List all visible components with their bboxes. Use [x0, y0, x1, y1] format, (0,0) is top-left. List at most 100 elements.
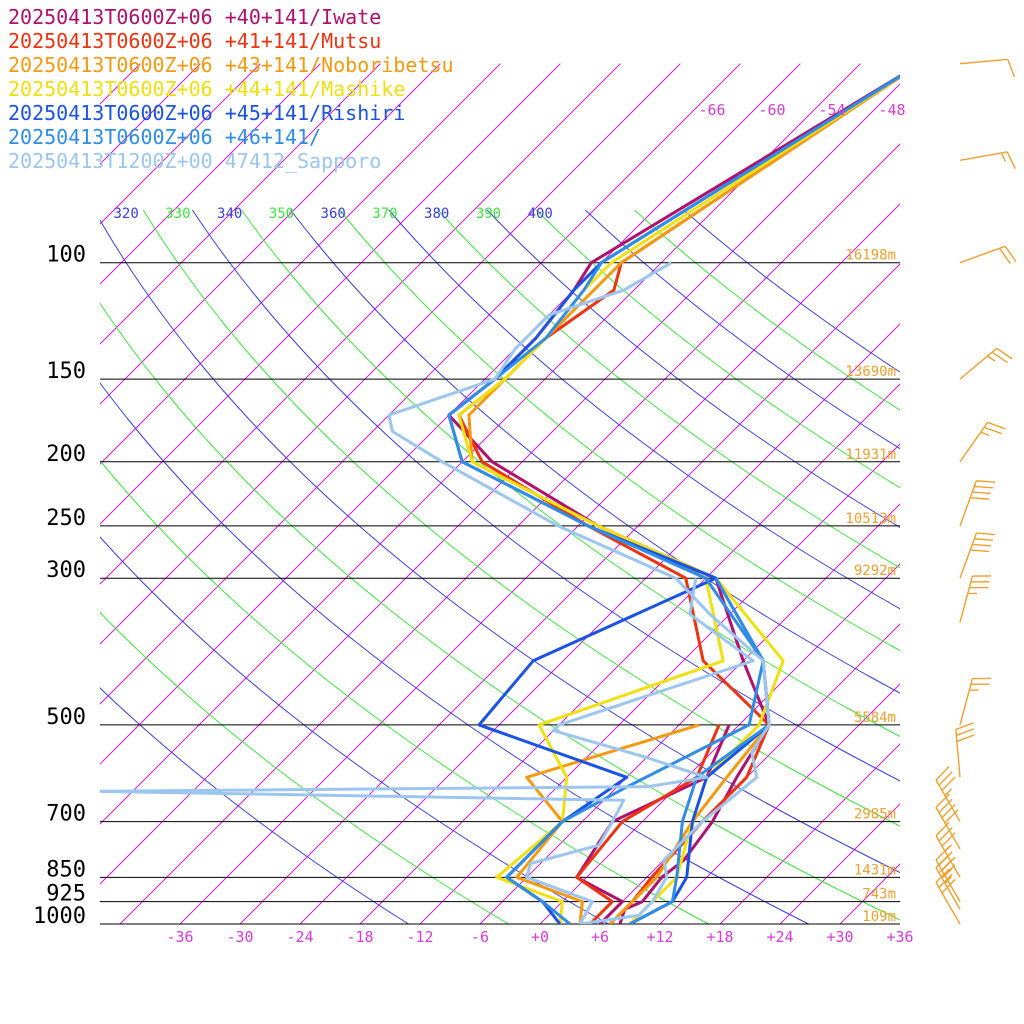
wind-barb — [959, 480, 996, 527]
wind-barb-feather — [991, 351, 1008, 364]
isotherm-label: -66 — [698, 101, 725, 119]
isotherm-line — [299, 323, 900, 924]
temp-tick-label: -6 — [471, 928, 489, 946]
isotherm-line — [100, 63, 501, 465]
isotherm-line — [100, 63, 261, 225]
wind-barb-feather — [938, 827, 953, 842]
theta-label: 360 — [321, 206, 346, 222]
theta-line — [241, 209, 900, 738]
wind-barb — [959, 677, 992, 726]
wind-barb — [959, 151, 1016, 170]
wind-barb-staff — [959, 480, 978, 527]
theta-label: 400 — [528, 206, 553, 222]
dewpoint-line — [575, 724, 721, 924]
theta-labels: 320 330 340 350 360 370 380 390 400 — [113, 206, 552, 222]
theta-lines — [100, 209, 900, 924]
wind-barb-feather — [955, 722, 974, 731]
pressure-label: 100 — [46, 243, 86, 268]
theta-line — [388, 209, 900, 610]
theta-line — [683, 209, 900, 373]
wind-barb-feather — [938, 851, 953, 866]
wind-barb-feather — [976, 480, 996, 483]
wind-barb-staff — [935, 779, 961, 822]
height-label: 10513m — [845, 511, 896, 527]
legend-entry: 20250413T0600Z+06 +40+141/Iwate — [8, 5, 381, 29]
isotherm-line — [100, 83, 900, 885]
wind-barb-feather — [983, 426, 1002, 435]
wind-barb-feather — [974, 538, 994, 541]
pressure-label: 1000 — [33, 904, 86, 929]
height-label: 5584m — [854, 710, 896, 726]
theta-line — [584, 209, 900, 450]
legend-entry: 20250413T0600Z+06 +46+141/ — [8, 125, 321, 149]
wind-barbs — [935, 58, 1017, 925]
wind-barb-feather — [1004, 245, 1017, 262]
temp-tick-label: -36 — [166, 928, 193, 946]
wind-barb-feather — [938, 873, 953, 889]
isotherm-line — [100, 63, 681, 645]
pressure-label: 850 — [46, 857, 86, 882]
wind-barb-feather — [976, 532, 996, 536]
isotherm-line — [659, 683, 900, 924]
isotherm-line — [100, 63, 441, 405]
wind-barb-staff — [935, 835, 961, 878]
pressure-label: 300 — [46, 558, 86, 583]
wind-barb-half-feather — [980, 431, 990, 437]
wind-barb-feather — [996, 347, 1013, 360]
wind-barb-staff — [959, 678, 974, 726]
wind-barb-staff — [959, 245, 1006, 264]
height-label: 9292m — [854, 563, 896, 579]
temp-tick-label: -30 — [226, 928, 253, 946]
wind-barb-feather — [941, 879, 956, 894]
temp-tick-label: +30 — [826, 928, 853, 946]
isotherm-line — [100, 63, 381, 345]
wind-barb-half-feather — [944, 868, 953, 877]
isotherm-lines — [100, 63, 900, 924]
wind-barb-feather — [938, 798, 953, 814]
height-label: 743m — [862, 887, 896, 903]
wind-barb — [935, 821, 961, 878]
wind-barb — [959, 347, 1013, 380]
wind-barb-feather — [956, 728, 975, 737]
wind-barb-feather — [935, 793, 950, 808]
theta-line — [339, 209, 900, 652]
wind-barb-feather — [941, 776, 956, 791]
temp-tick-label: +18 — [706, 928, 733, 946]
wind-barb — [959, 421, 1006, 463]
temp-tick-label: -12 — [406, 928, 433, 946]
temp-tick-label: +0 — [531, 928, 549, 946]
sounding-series — [100, 74, 900, 924]
isotherm-line — [100, 63, 741, 705]
legend-entry: 20250413T1200Z+00 47412_Sapporo — [8, 149, 381, 173]
isotherm-line — [100, 63, 321, 285]
temperature-tick-labels: -36 -30 -24 -18 -12 -6 +0 +6 +12 +18 +24 +30 +36 — [166, 928, 913, 946]
wind-barb-staff — [935, 859, 961, 902]
wind-barb-staff — [959, 347, 998, 380]
temperature-line — [457, 75, 900, 924]
wind-barb — [935, 766, 961, 822]
wind-barb-feather — [935, 868, 950, 883]
height-label: 109m — [862, 909, 896, 925]
theta-label: 380 — [424, 206, 449, 222]
theta-line — [634, 209, 900, 411]
wind-barb-feather — [972, 491, 991, 495]
wind-barb-staff — [959, 58, 1008, 65]
wind-barb-feather — [944, 809, 959, 824]
legend-entry: 20250413T0600Z+06 +45+141/Rishiri — [8, 101, 405, 125]
theta-label: 370 — [372, 206, 397, 222]
height-label: 16198m — [845, 248, 896, 264]
theta-label: 390 — [476, 206, 501, 222]
wind-barb-feather — [972, 543, 991, 547]
dewpoint-line — [505, 577, 765, 924]
theta-label: 320 — [113, 206, 138, 222]
wind-barb-staff — [959, 422, 989, 463]
pressure-label: 250 — [46, 506, 86, 531]
pressure-label: 925 — [46, 882, 86, 907]
wind-barb-feather — [974, 485, 994, 489]
temperature-line — [387, 261, 771, 924]
temp-tick-label: +24 — [766, 928, 793, 946]
temp-tick-label: +6 — [591, 928, 609, 946]
